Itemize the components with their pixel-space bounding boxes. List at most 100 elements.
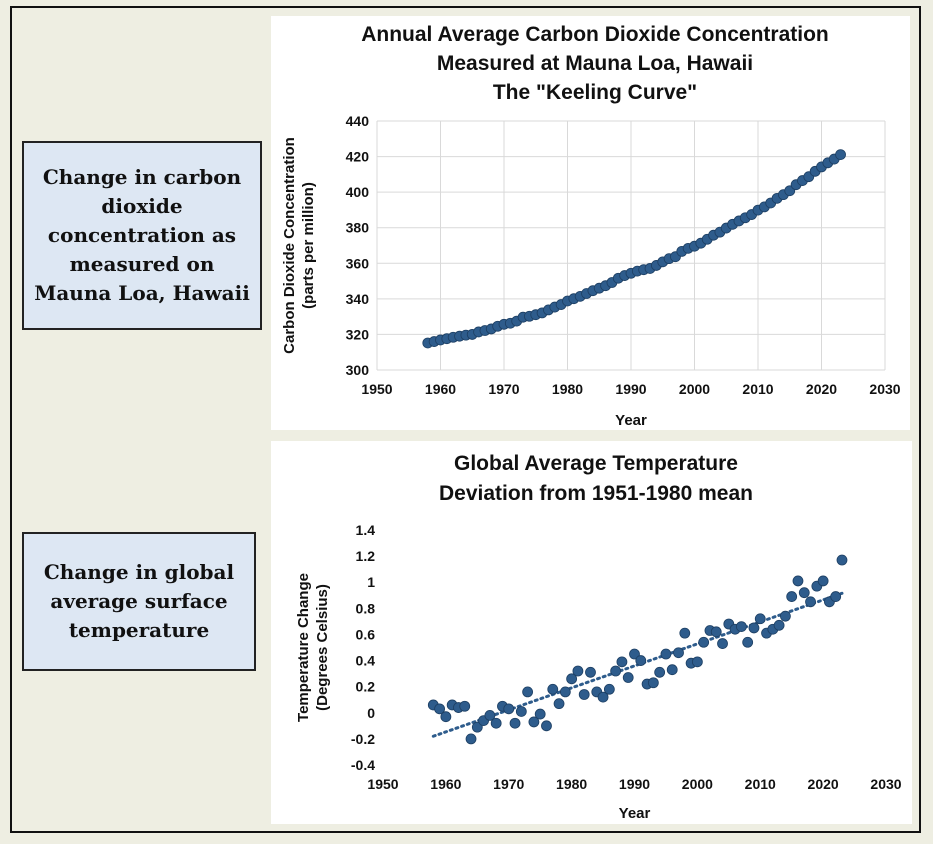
- temp-data-point: [673, 647, 684, 659]
- temp-data-point: [754, 613, 766, 625]
- temp-label-box: Change in global average surface tempera…: [22, 532, 256, 671]
- temp-data-point: [534, 708, 546, 720]
- co2-data-point: [835, 149, 846, 161]
- temp-y-tick-label: 0.4: [356, 653, 376, 669]
- temp-data-point: [786, 591, 798, 602]
- co2-y-axis-label: (parts per million): [300, 182, 317, 309]
- temp-y-tick-label: 0.6: [356, 626, 376, 642]
- temp-data-point: [748, 622, 760, 634]
- temp-y-tick-label: 0.2: [356, 679, 376, 695]
- temp-data-point: [528, 716, 540, 728]
- temp-data-point: [691, 656, 703, 668]
- temp-data-point: [805, 596, 816, 608]
- temp-title-line: Deviation from 1951-1980 mean: [439, 482, 753, 505]
- co2-chart: Annual Average Carbon Dioxide Concentrat…: [281, 23, 901, 429]
- temp-data-point: [654, 666, 666, 678]
- temp-data-point: [503, 703, 515, 715]
- temp-data-point: [572, 665, 584, 677]
- temp-data-point: [490, 717, 502, 729]
- temp-data-point: [559, 686, 571, 698]
- co2-y-tick-label: 420: [346, 149, 370, 165]
- temp-data-point: [666, 664, 678, 676]
- co2-x-tick-label: 1960: [425, 381, 456, 397]
- co2-title-line: The "Keeling Curve": [493, 81, 697, 104]
- co2-title-line: Measured at Mauna Loa, Hawaii: [437, 52, 753, 75]
- co2-x-tick-label: 2010: [742, 381, 773, 397]
- temp-x-tick-label: 1980: [556, 776, 587, 792]
- temp-label-text: Change in global average surface tempera…: [43, 560, 235, 642]
- temp-data-point: [817, 575, 829, 587]
- co2-label-text: Change in carbon dioxide concentration a…: [34, 165, 250, 305]
- temp-y-axis-label: (Degrees Celsius): [314, 584, 331, 711]
- temp-data-point: [660, 648, 672, 660]
- temp-data-point: [698, 636, 710, 648]
- co2-x-tick-label: 1950: [361, 381, 392, 397]
- co2-y-tick-label: 440: [346, 113, 370, 129]
- temp-y-tick-label: 1.2: [356, 548, 376, 564]
- temp-data-point: [553, 698, 565, 710]
- temp-x-tick-label: 1950: [367, 776, 398, 792]
- temp-data-point: [742, 636, 754, 648]
- co2-y-axis-label: Carbon Dioxide Concentration: [281, 137, 298, 354]
- temp-y-axis-label: Temperature Change: [295, 573, 312, 722]
- temp-data-point: [616, 656, 628, 668]
- temp-y-tick-label: 0: [367, 705, 375, 721]
- co2-x-tick-label: 2000: [679, 381, 710, 397]
- temp-data-point: [773, 619, 785, 631]
- temp-data-point: [679, 627, 691, 639]
- co2-x-tick-label: 1970: [488, 381, 519, 397]
- temp-data-point: [578, 689, 590, 700]
- temp-data-point: [629, 648, 640, 660]
- temp-data-point: [515, 706, 527, 717]
- temp-data-point: [836, 554, 848, 566]
- temp-x-tick-label: 1970: [493, 776, 524, 792]
- temp-data-point: [471, 721, 483, 733]
- temp-data-point: [585, 666, 596, 678]
- temperature-chart: Global Average Temperature Deviation from…: [295, 452, 902, 822]
- co2-x-tick-label: 1980: [552, 381, 583, 397]
- temp-x-tick-label: 2010: [745, 776, 776, 792]
- temp-y-tick-label: 1: [367, 574, 375, 590]
- temp-y-tick-label: -0.4: [351, 757, 375, 773]
- co2-y-tick-label: 320: [346, 326, 370, 342]
- co2-x-tick-label: 2020: [806, 381, 837, 397]
- temp-data-point: [647, 677, 659, 689]
- co2-y-tick-label: 340: [346, 291, 370, 307]
- temp-data-point: [792, 575, 804, 587]
- co2-y-tick-label: 360: [346, 255, 370, 271]
- temp-x-tick-label: 1960: [430, 776, 461, 792]
- temp-data-point: [434, 703, 445, 715]
- temp-data-point: [484, 709, 496, 721]
- temp-data-point: [509, 717, 521, 729]
- temp-data-point: [717, 638, 728, 649]
- co2-x-tick-label: 2030: [869, 381, 900, 397]
- temp-data-point: [597, 691, 609, 703]
- temp-y-tick-label: -0.2: [351, 731, 375, 747]
- temp-data-point: [610, 665, 622, 677]
- co2-y-tick-label: 300: [346, 362, 370, 378]
- temp-data-point: [635, 655, 647, 666]
- temp-data-point: [735, 621, 747, 633]
- temp-data-point: [710, 626, 722, 638]
- temp-data-point: [459, 700, 471, 712]
- temp-data-point: [830, 591, 842, 602]
- temp-title-line: Global Average Temperature: [454, 452, 738, 475]
- temp-data-point: [798, 587, 810, 599]
- temp-y-tick-label: 1.4: [356, 522, 376, 538]
- temp-data-point: [541, 720, 552, 732]
- temp-data-point: [622, 672, 634, 683]
- temp-data-point: [603, 683, 615, 695]
- co2-chart-panel: Annual Average Carbon Dioxide Concentrat…: [271, 16, 910, 430]
- temp-data-point: [440, 711, 452, 723]
- temp-data-point: [780, 610, 791, 622]
- temperature-chart-panel: Global Average Temperature Deviation from…: [271, 441, 912, 824]
- temp-data-point: [547, 683, 559, 695]
- co2-x-tick-label: 1990: [615, 381, 646, 397]
- temp-x-tick-label: 2030: [870, 776, 901, 792]
- co2-label-box: Change in carbon dioxide concentration a…: [22, 141, 262, 330]
- temp-y-tick-label: 0.8: [356, 600, 376, 616]
- co2-x-axis-label: Year: [615, 412, 647, 429]
- temp-x-tick-label: 2000: [682, 776, 713, 792]
- temp-x-axis-label: Year: [619, 805, 651, 822]
- temp-data-point: [566, 673, 578, 685]
